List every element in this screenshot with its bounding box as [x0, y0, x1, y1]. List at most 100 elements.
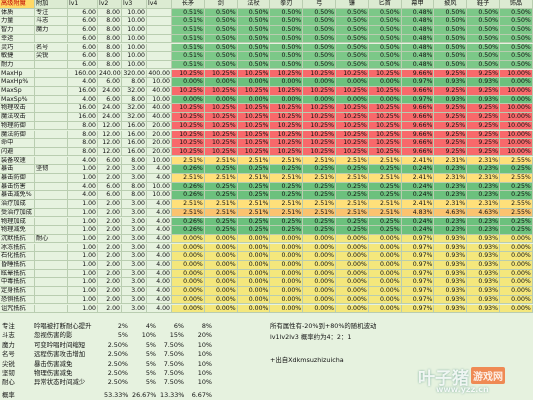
- value-cell: 0.00%: [270, 269, 304, 279]
- value-cell: 0.93%: [467, 269, 500, 279]
- effect-value: 10%: [197, 350, 212, 359]
- value-cell: 8.00: [68, 147, 98, 157]
- value-cell: 0.00%: [237, 295, 271, 305]
- value-cell: 0.25%: [368, 165, 402, 174]
- value-cell: 3.00: [122, 269, 147, 279]
- value-cell: 0.50%: [500, 43, 533, 53]
- value-cell: 0.50%: [500, 26, 533, 35]
- value-cell: 400.00: [147, 69, 172, 79]
- value-cell: 0.51%: [172, 17, 205, 26]
- value-cell: 0.23%: [434, 182, 468, 192]
- value-cell: 10.00: [122, 52, 147, 61]
- value-cell: 0.97%: [401, 287, 435, 296]
- value-cell: 0.00%: [172, 295, 205, 305]
- value-cell: 2.31%: [434, 174, 468, 183]
- row-label: 物理攻击: [0, 104, 35, 113]
- row-label: [35, 130, 68, 140]
- value-cell: 9.66%: [401, 121, 435, 131]
- value-cell: 0.25%: [237, 226, 271, 235]
- value-cell: 0.26%: [172, 191, 205, 200]
- value-cell: 2.00: [98, 243, 122, 253]
- value-cell: 0.25%: [270, 217, 304, 227]
- value-cell: 10.25%: [204, 87, 238, 96]
- value-cell: 2.00: [98, 165, 122, 174]
- header-cell: 长矛: [172, 0, 205, 9]
- effect-value: 8%: [201, 322, 212, 330]
- value-cell: 1.00: [68, 261, 98, 270]
- value-cell: 4.00: [147, 304, 172, 314]
- row-label: [35, 34, 68, 44]
- row-label: 暴击防御: [0, 174, 35, 183]
- row-label: 专注: [35, 8, 68, 18]
- value-cell: 2.51%: [303, 208, 336, 218]
- value-cell: 0.23%: [434, 191, 468, 200]
- value-cell: 0.50%: [204, 8, 238, 18]
- value-cell: 3.00: [122, 217, 147, 227]
- row-label: [35, 200, 68, 209]
- value-cell: 0.93%: [434, 243, 468, 253]
- row-label: MaxSp%: [0, 95, 35, 105]
- value-cell: 0.50%: [237, 17, 271, 26]
- value-cell: 0.25%: [303, 182, 336, 192]
- value-cell: 16.00: [122, 139, 147, 148]
- value-cell: 8.00: [68, 121, 98, 131]
- effect-value: 5%: [145, 378, 156, 387]
- value-cell: 2.51%: [172, 208, 205, 218]
- value-cell: 10.00: [122, 43, 147, 53]
- row-label: MaxHp%: [0, 78, 35, 87]
- value-cell: 0.48%: [401, 60, 435, 70]
- value-cell: 0.25%: [237, 165, 271, 174]
- value-cell: 0.93%: [467, 234, 500, 244]
- value-cell: 0.50%: [237, 34, 271, 44]
- value-cell: 0.00%: [172, 287, 205, 296]
- value-cell: 0.93%: [467, 278, 500, 287]
- value-cell: 320.00: [122, 69, 147, 79]
- value-cell: 6.00: [98, 182, 122, 192]
- value-cell: 0.97%: [401, 243, 435, 253]
- value-cell: 0.25%: [336, 226, 369, 235]
- value-cell: 0.93%: [434, 287, 468, 296]
- value-cell: 1.00: [68, 200, 98, 209]
- effect-label: 忽视伤害的影: [34, 331, 73, 340]
- value-cell: 0.00%: [368, 278, 402, 287]
- effect-label: 尖锐: [2, 359, 15, 368]
- value-cell: 160.00: [68, 69, 98, 79]
- effect-value: 7.50%: [163, 378, 184, 387]
- value-cell: 0.00%: [172, 95, 205, 105]
- value-cell: 0.51%: [172, 43, 205, 53]
- value-cell: 0.93%: [434, 78, 468, 87]
- row-label: [35, 191, 68, 200]
- value-cell: 0.93%: [434, 261, 468, 270]
- value-cell: 10.25%: [303, 87, 336, 96]
- value-cell: 3.00: [122, 208, 147, 218]
- value-cell: 6.00: [98, 95, 122, 105]
- value-cell: 16.00: [122, 130, 147, 140]
- value-cell: 4.00: [147, 234, 172, 244]
- header-cell: 法杖: [237, 0, 271, 9]
- value-cell: 3.00: [122, 287, 147, 296]
- value-cell: 20.00: [147, 130, 172, 140]
- value-cell: 9.25%: [434, 87, 468, 96]
- value-cell: 10.25%: [270, 147, 304, 157]
- value-cell: 10.00: [122, 8, 147, 18]
- value-cell: 2.51%: [368, 208, 402, 218]
- value-cell: 10.25%: [172, 147, 205, 157]
- value-cell: 0.25%: [237, 182, 271, 192]
- value-cell: 10.00: [147, 191, 172, 200]
- value-cell: 8.00: [98, 52, 122, 61]
- value-cell: 32.00: [122, 104, 147, 113]
- value-cell: 1.00: [68, 174, 98, 183]
- value-cell: 0.00%: [204, 269, 238, 279]
- value-cell: 10.00: [147, 182, 172, 192]
- value-cell: 10.00%: [500, 113, 533, 122]
- value-cell: 0.50%: [434, 34, 468, 44]
- value-cell: 0.48%: [401, 34, 435, 44]
- value-cell: 10.25%: [368, 87, 402, 96]
- value-cell: 10.25%: [172, 69, 205, 79]
- value-cell: 0.50%: [500, 17, 533, 26]
- value-cell: 0.48%: [401, 26, 435, 35]
- value-cell: 0.50%: [336, 52, 369, 61]
- value-cell: 0.00%: [270, 234, 304, 244]
- value-cell: 10.25%: [237, 130, 271, 140]
